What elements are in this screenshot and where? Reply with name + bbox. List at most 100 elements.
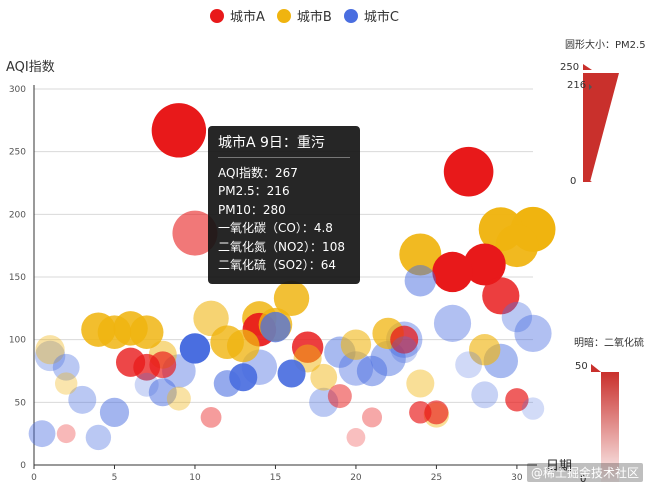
- y-tick-label: 50: [15, 398, 27, 408]
- data-point[interactable]: [97, 315, 132, 349]
- data-point[interactable]: [99, 397, 130, 427]
- legend-item-city-b[interactable]: 城市B: [276, 6, 332, 25]
- legend-item-city-a[interactable]: 城市A: [210, 6, 265, 25]
- data-point[interactable]: [433, 304, 472, 342]
- data-point[interactable]: [404, 265, 437, 297]
- visual-map-size[interactable]: [583, 64, 619, 182]
- data-point[interactable]: [455, 351, 483, 379]
- data-point[interactable]: [151, 103, 207, 158]
- data-point[interactable]: [310, 363, 338, 391]
- visual-map-size-handle-value: 216: [567, 80, 587, 91]
- data-point[interactable]: [501, 301, 533, 333]
- tooltip-line-so2: 二氧化硫（SO2）：64: [218, 258, 336, 272]
- legend-marker-city-a: [210, 8, 224, 23]
- data-point[interactable]: [200, 406, 222, 428]
- data-point[interactable]: [273, 280, 310, 317]
- data-point[interactable]: [469, 333, 501, 366]
- data-point[interactable]: [409, 401, 432, 424]
- visual-map-color-title: 明暗：二氧化硫: [574, 338, 644, 349]
- visual-map-color[interactable]: [591, 364, 619, 482]
- data-point[interactable]: [149, 351, 177, 379]
- y-tick-label: 100: [9, 336, 26, 346]
- y-axis-label: AQI指数: [6, 60, 55, 75]
- data-point[interactable]: [213, 370, 241, 397]
- data-point[interactable]: [35, 335, 65, 365]
- tooltip-line-pm10: PM10：280: [218, 202, 286, 217]
- tooltip-line-no2: 二氧化氮（NO2）：108: [218, 239, 345, 254]
- visual-map-size-title: 圆形大小：PM2.5: [565, 40, 646, 51]
- x-tick-label: 5: [112, 473, 118, 483]
- visual-map-size-max: 250: [560, 62, 580, 73]
- data-point[interactable]: [390, 336, 418, 364]
- data-point[interactable]: [28, 420, 56, 448]
- data-point[interactable]: [34, 340, 66, 372]
- data-point[interactable]: [179, 333, 211, 364]
- x-tick-label: 10: [189, 473, 201, 483]
- data-points[interactable]: [28, 103, 556, 451]
- data-point[interactable]: [260, 311, 291, 343]
- data-point[interactable]: [172, 210, 218, 256]
- data-point[interactable]: [356, 355, 388, 387]
- x-tick-label: 30: [511, 473, 523, 483]
- data-point[interactable]: [390, 325, 419, 354]
- visual-map-color-min: 0: [580, 474, 587, 485]
- data-point[interactable]: [340, 329, 372, 360]
- legend-marker-city-b: [276, 8, 291, 23]
- tooltip: 城市A 9日：重污 AQI指数：267 PM2.5：216 PM10：280 一…: [208, 126, 360, 284]
- data-point[interactable]: [432, 251, 473, 293]
- data-point[interactable]: [482, 277, 520, 315]
- data-point[interactable]: [327, 384, 352, 409]
- y-tick-label: 200: [9, 210, 26, 220]
- legend-item-city-c[interactable]: 城市C: [343, 6, 399, 25]
- data-point[interactable]: [362, 407, 383, 428]
- legend-label-city-b: 城市B: [296, 10, 332, 25]
- watermark: @稀土掘金技术社区: [526, 463, 643, 482]
- data-point[interactable]: [68, 385, 97, 414]
- data-point[interactable]: [54, 372, 78, 395]
- data-point[interactable]: [399, 233, 442, 276]
- tooltip-line-pm25: PM2.5：216: [218, 184, 290, 198]
- visual-map-size-min: 0: [570, 176, 577, 187]
- legend-label-city-a: 城市A: [230, 10, 265, 25]
- data-point[interactable]: [134, 372, 159, 397]
- data-point[interactable]: [129, 315, 164, 349]
- y-tick-label: 0: [20, 461, 26, 471]
- data-point[interactable]: [424, 400, 449, 425]
- size-legend-handle-bottom: [583, 176, 592, 182]
- x-tick-label: 15: [270, 473, 281, 483]
- x-tick-label: 20: [350, 473, 362, 483]
- data-point[interactable]: [346, 428, 366, 447]
- data-point[interactable]: [226, 329, 260, 363]
- legend: 城市A 城市B 城市C: [210, 6, 399, 25]
- data-point[interactable]: [85, 424, 112, 451]
- data-point[interactable]: [443, 146, 494, 197]
- data-point[interactable]: [277, 359, 306, 388]
- y-tick-label: 250: [9, 148, 26, 158]
- legend-marker-city-c: [343, 8, 358, 23]
- data-point[interactable]: [463, 243, 506, 286]
- visual-map-color-max: 50: [575, 361, 588, 372]
- x-tick-label: 0: [31, 473, 37, 483]
- y-tick-label: 300: [9, 85, 26, 95]
- data-point[interactable]: [495, 224, 539, 268]
- color-legend-bar: [601, 372, 619, 482]
- legend-label-city-c: 城市C: [363, 10, 399, 25]
- data-point[interactable]: [521, 397, 545, 420]
- size-legend-indicator: [589, 84, 592, 90]
- x-tick-label: 25: [431, 473, 442, 483]
- data-point[interactable]: [166, 386, 191, 411]
- size-legend-handle-top: [583, 64, 592, 70]
- size-legend-range: [583, 73, 619, 182]
- data-point[interactable]: [514, 314, 552, 352]
- tooltip-title: 城市A 9日：重污: [218, 134, 350, 158]
- data-point[interactable]: [56, 424, 76, 444]
- data-point[interactable]: [471, 381, 499, 409]
- data-point[interactable]: [406, 369, 435, 398]
- data-point[interactable]: [505, 388, 529, 412]
- tooltip-line-co: 一氧化碳（CO）：4.8: [218, 221, 333, 235]
- x-axis-label: 日期: [546, 459, 573, 474]
- axes: 0 50 100 150 200 250 300 0 5 10 15 20 25 30: [9, 85, 537, 483]
- data-point[interactable]: [148, 378, 177, 407]
- data-point[interactable]: [52, 353, 80, 381]
